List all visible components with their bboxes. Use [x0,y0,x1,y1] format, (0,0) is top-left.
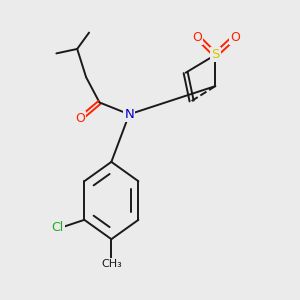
Text: S: S [211,48,220,62]
Text: O: O [230,31,240,44]
Text: O: O [193,31,202,44]
Text: N: N [124,108,134,121]
Text: CH₃: CH₃ [101,259,122,269]
Text: Cl: Cl [52,221,64,234]
Text: O: O [75,112,85,125]
